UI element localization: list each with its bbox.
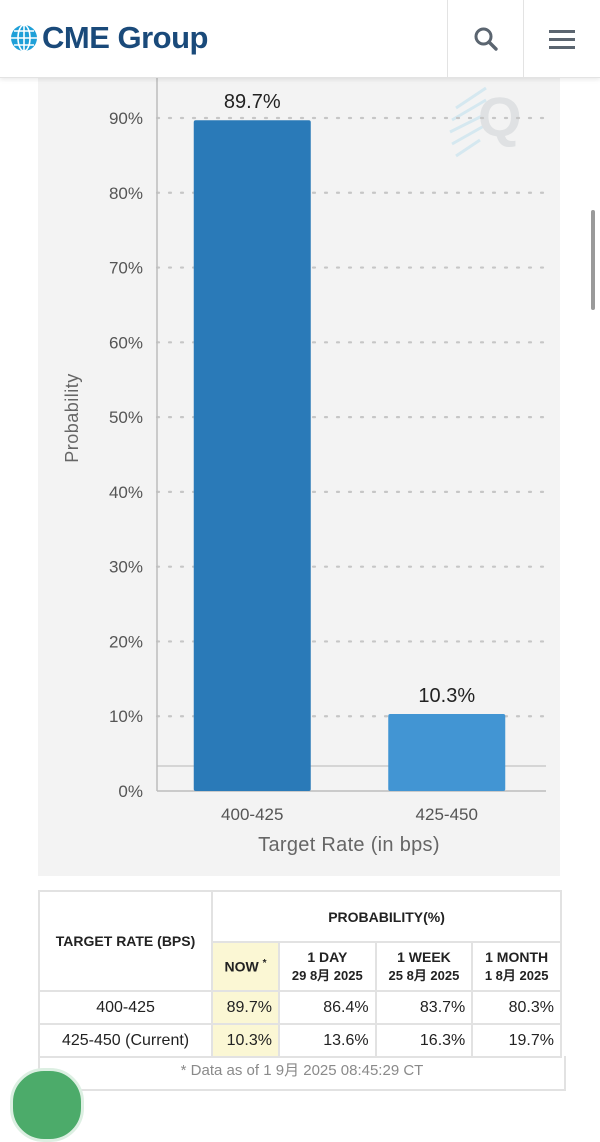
y-tick-label: 40% <box>109 483 143 502</box>
bar-425-450[interactable] <box>388 713 506 791</box>
data-timestamp-footnote: * Data as of 1 9月 2025 08:45:29 CT <box>38 1056 566 1091</box>
y-axis-title: Probability <box>62 373 82 463</box>
y-tick-label: 30% <box>109 558 143 577</box>
one-week-date: 25 8月 2025 <box>388 968 460 983</box>
bar-value-label: 10.3% <box>418 685 475 707</box>
now-asterisk: * <box>262 958 267 970</box>
now-value-cell: 89.7% <box>211 990 280 1025</box>
x-axis-title: Target Rate (in bps) <box>258 834 440 856</box>
floating-action-button[interactable] <box>10 1068 84 1142</box>
one-month-value-cell: 80.3% <box>471 990 562 1025</box>
y-tick-label: 80% <box>109 184 143 203</box>
one-month-date: 1 8月 2025 <box>484 968 549 983</box>
table-row: 425-450 (Current) 10.3% 13.6% 16.3% 19.7… <box>37 1023 562 1058</box>
probability-header: PROBABILITY(%) <box>211 889 562 944</box>
now-value-cell: 10.3% <box>211 1023 280 1058</box>
y-tick-label: 50% <box>109 408 143 427</box>
one-day-value-cell: 13.6% <box>277 1023 377 1058</box>
globe-logo-icon <box>11 24 37 52</box>
y-tick-label: 0% <box>118 782 143 801</box>
x-tick-label: 400-425 <box>221 805 283 824</box>
one-week-label: 1 WEEK <box>397 949 451 965</box>
y-tick-label: 20% <box>109 632 143 651</box>
rate-cell: 400-425 <box>37 990 214 1025</box>
site-header: CME Group <box>0 0 600 78</box>
one-day-label: 1 DAY <box>307 949 348 965</box>
cme-group-logo[interactable]: CME Group <box>10 18 209 58</box>
svg-text:Q: Q <box>478 85 522 148</box>
x-tick-label: 425-450 <box>416 805 478 824</box>
quikstrike-watermark: Q <box>449 85 522 158</box>
y-tick-label: 70% <box>109 259 143 278</box>
one-month-header: 1 MONTH 1 8月 2025 <box>471 941 562 992</box>
search-icon <box>474 27 498 51</box>
one-week-value-cell: 16.3% <box>374 1023 474 1058</box>
one-day-header: 1 DAY 29 8月 2025 <box>277 941 377 992</box>
menu-icon <box>549 29 575 49</box>
probability-chart-panel: Q 0% 10% 20% 30% 40% 50% 60% 70% 80% 90% 89.7% 400… <box>38 78 560 876</box>
brand-name: CME Group <box>42 20 209 55</box>
one-week-value-cell: 83.7% <box>374 990 474 1025</box>
bar-400-425[interactable] <box>193 120 311 791</box>
page-scrollbar[interactable] <box>591 210 595 310</box>
now-header: NOW * <box>211 941 280 992</box>
y-tick-label: 10% <box>109 707 143 726</box>
one-month-label: 1 MONTH <box>485 949 549 965</box>
y-tick-label: 90% <box>109 109 143 128</box>
y-tick-label: 60% <box>109 333 143 352</box>
one-month-value-cell: 19.7% <box>471 1023 562 1058</box>
one-day-value-cell: 86.4% <box>277 990 377 1025</box>
bar-value-label: 89.7% <box>224 91 281 113</box>
menu-button[interactable] <box>523 0 600 77</box>
one-day-date: 29 8月 2025 <box>291 968 363 983</box>
now-label: NOW <box>224 958 259 975</box>
rate-cell: 425-450 (Current) <box>37 1023 214 1058</box>
one-week-header: 1 WEEK 25 8月 2025 <box>374 941 474 992</box>
search-button[interactable] <box>447 0 524 77</box>
table-row: 400-425 89.7% 86.4% 83.7% 80.3% <box>37 990 562 1025</box>
probability-table: TARGET RATE (BPS) PROBABILITY(%) NOW * 1… <box>37 889 562 1058</box>
probability-bar-chart: Q 0% 10% 20% 30% 40% 50% 60% 70% 80% 90% 89.7% 400… <box>62 78 548 856</box>
target-rate-header: TARGET RATE (BPS) <box>37 890 214 992</box>
